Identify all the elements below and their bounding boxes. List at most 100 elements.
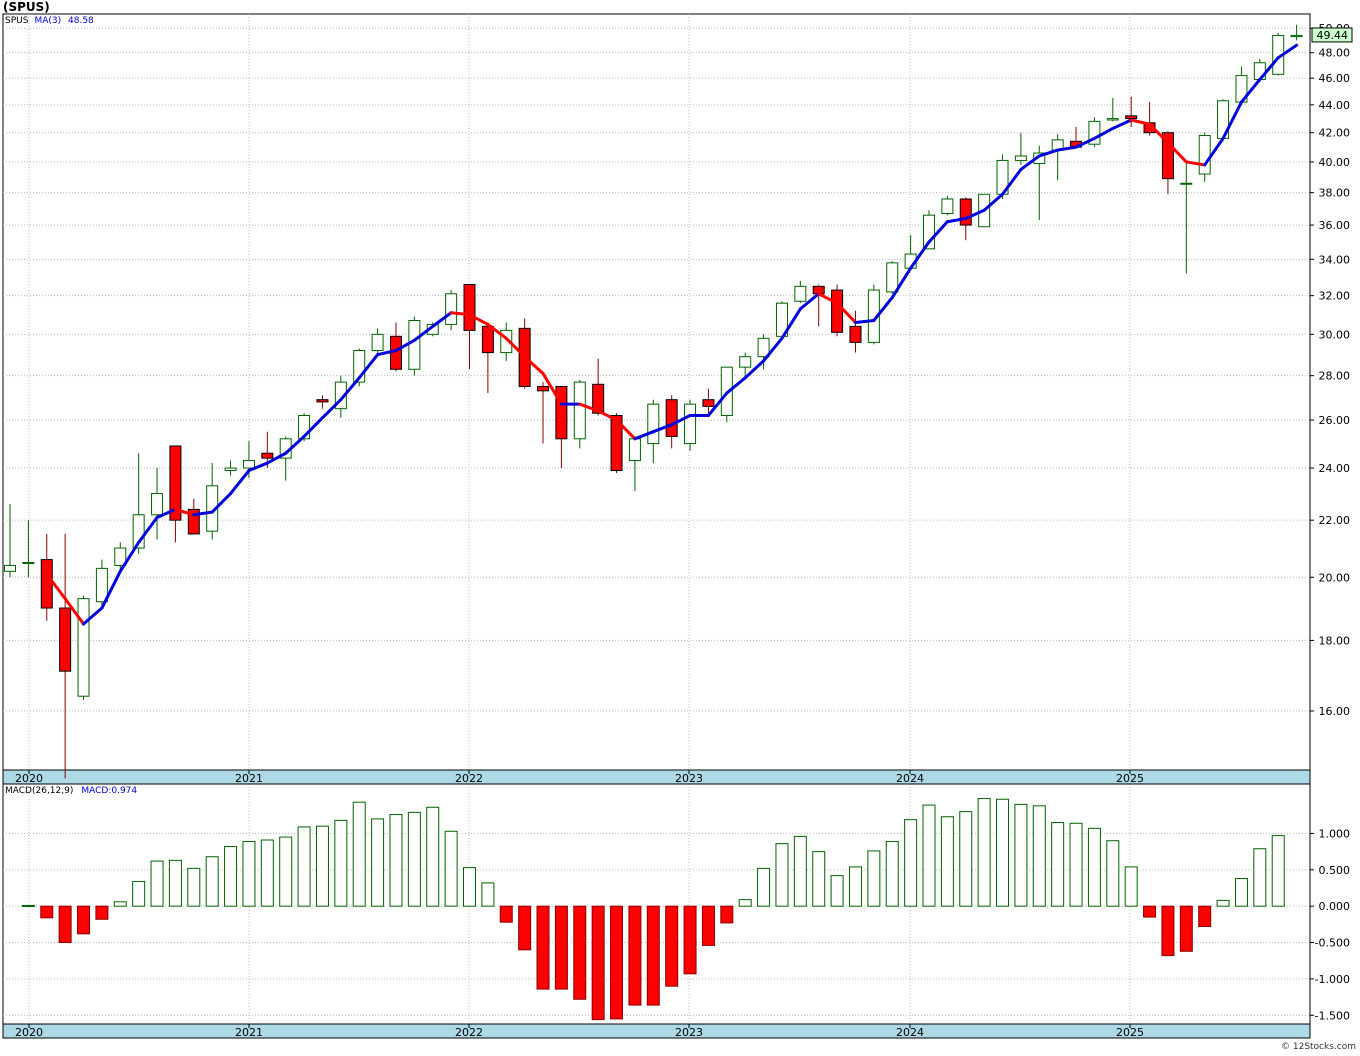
date-tick-label: 2020 bbox=[15, 1026, 43, 1039]
price-tick-label: 44.00 bbox=[1319, 99, 1351, 112]
ma-line-segment bbox=[229, 469, 251, 496]
candle bbox=[481, 322, 494, 394]
candle bbox=[1106, 98, 1119, 122]
candle bbox=[371, 328, 384, 355]
candle-body bbox=[849, 325, 862, 343]
macd-date-axis bbox=[2, 1023, 1311, 1039]
candle-body bbox=[22, 561, 35, 564]
macd-bar bbox=[757, 867, 771, 907]
candle-body bbox=[151, 493, 164, 516]
price-tick-label: 34.00 bbox=[1319, 253, 1351, 266]
ma-line-segment bbox=[247, 461, 269, 473]
macd-bar bbox=[224, 846, 238, 907]
price-tick-label: 16.00 bbox=[1319, 705, 1351, 718]
price-tick-label: 42.00 bbox=[1319, 127, 1351, 140]
price-tick-label: 48.00 bbox=[1319, 47, 1351, 60]
macd-bar bbox=[885, 840, 899, 907]
last-price-tag: 49.44 bbox=[1317, 29, 1349, 42]
candle bbox=[316, 395, 329, 409]
candle-body bbox=[500, 329, 513, 354]
date-tick-label: 2020 bbox=[15, 772, 43, 785]
ma-line-segment bbox=[909, 240, 931, 270]
macd-bar bbox=[793, 835, 807, 907]
macd-tick-label: 1.000 bbox=[1319, 827, 1351, 840]
ma-line-segment bbox=[872, 296, 894, 322]
macd-bar bbox=[371, 818, 385, 907]
macd-bar bbox=[150, 860, 164, 907]
candle-body bbox=[59, 607, 72, 672]
macd-bar bbox=[1198, 905, 1212, 928]
candle bbox=[114, 542, 127, 572]
candle bbox=[132, 453, 145, 554]
macd-bar bbox=[334, 819, 348, 907]
macd-bar bbox=[610, 905, 624, 1020]
macd-bar bbox=[775, 843, 789, 907]
candle-body bbox=[573, 381, 586, 440]
macd-bar bbox=[444, 830, 458, 907]
price-tick-label: 26.00 bbox=[1319, 414, 1351, 427]
macd-bar bbox=[646, 905, 660, 1006]
ma-line-segment bbox=[633, 430, 655, 441]
candle-body bbox=[463, 284, 476, 331]
macd-legend: MACD(26,12,9) MACD:0.974 bbox=[5, 786, 137, 796]
candle-body bbox=[555, 385, 568, 440]
ma-line-segment bbox=[63, 597, 86, 626]
ma-line-segment bbox=[578, 402, 600, 413]
candle bbox=[702, 388, 715, 414]
candle-body bbox=[610, 414, 623, 472]
macd-tick-label: 0.000 bbox=[1319, 900, 1351, 913]
candle bbox=[445, 290, 458, 331]
candle-body bbox=[923, 214, 935, 250]
candle bbox=[500, 322, 513, 361]
chart-title: (SPUS) bbox=[3, 0, 50, 14]
candle-body bbox=[4, 564, 16, 572]
price-tick-label: 18.00 bbox=[1319, 634, 1351, 647]
candle-body bbox=[886, 262, 899, 293]
ma-line-segment bbox=[541, 372, 563, 406]
macd-bar bbox=[959, 811, 973, 907]
candle-body bbox=[95, 567, 108, 603]
ma-line-segment bbox=[945, 216, 968, 224]
candle bbox=[59, 533, 72, 779]
date-tick-label: 2025 bbox=[1116, 1026, 1144, 1039]
candle bbox=[95, 559, 108, 605]
candle bbox=[573, 379, 586, 449]
macd-bar bbox=[628, 905, 642, 1006]
ma-line-segment bbox=[449, 311, 471, 317]
ma-line-segment bbox=[339, 376, 361, 402]
candle bbox=[831, 284, 844, 337]
candle bbox=[1217, 99, 1230, 142]
candle-body bbox=[665, 399, 678, 437]
macd-bar bbox=[40, 905, 54, 919]
candle bbox=[4, 504, 16, 578]
candle bbox=[867, 284, 880, 345]
macd-bar bbox=[279, 836, 293, 907]
price-tick-label: 20.00 bbox=[1319, 571, 1351, 584]
candle-body bbox=[702, 399, 715, 407]
macd-bar bbox=[848, 866, 862, 907]
date-tick-label: 2021 bbox=[235, 772, 263, 785]
date-tick-label: 2023 bbox=[675, 1026, 703, 1039]
ma-line-segment bbox=[1221, 100, 1243, 140]
candle bbox=[794, 280, 807, 304]
macd-bar bbox=[1179, 905, 1193, 952]
date-tick-label: 2024 bbox=[896, 772, 924, 785]
ma-line-segment bbox=[192, 510, 214, 517]
macd-bar bbox=[1014, 803, 1028, 907]
ma-line-segment bbox=[210, 492, 233, 514]
ma-line-segment bbox=[1092, 126, 1115, 140]
date-tick-label: 2022 bbox=[455, 1026, 483, 1039]
price-tick-label: 36.00 bbox=[1319, 219, 1351, 232]
ma-line-segment bbox=[1203, 136, 1225, 167]
macd-bar bbox=[922, 804, 936, 907]
macd-bar bbox=[297, 826, 311, 907]
macd-bar bbox=[940, 816, 954, 907]
macd-bar bbox=[1143, 905, 1157, 918]
candle-body bbox=[242, 460, 255, 469]
ma-line-segment bbox=[523, 355, 545, 376]
candle bbox=[1290, 24, 1303, 41]
candle bbox=[1088, 117, 1101, 148]
price-legend: SPUS MA(3) 48.58 bbox=[5, 16, 94, 26]
ma-line-segment bbox=[155, 507, 177, 519]
candle-body bbox=[169, 445, 182, 521]
